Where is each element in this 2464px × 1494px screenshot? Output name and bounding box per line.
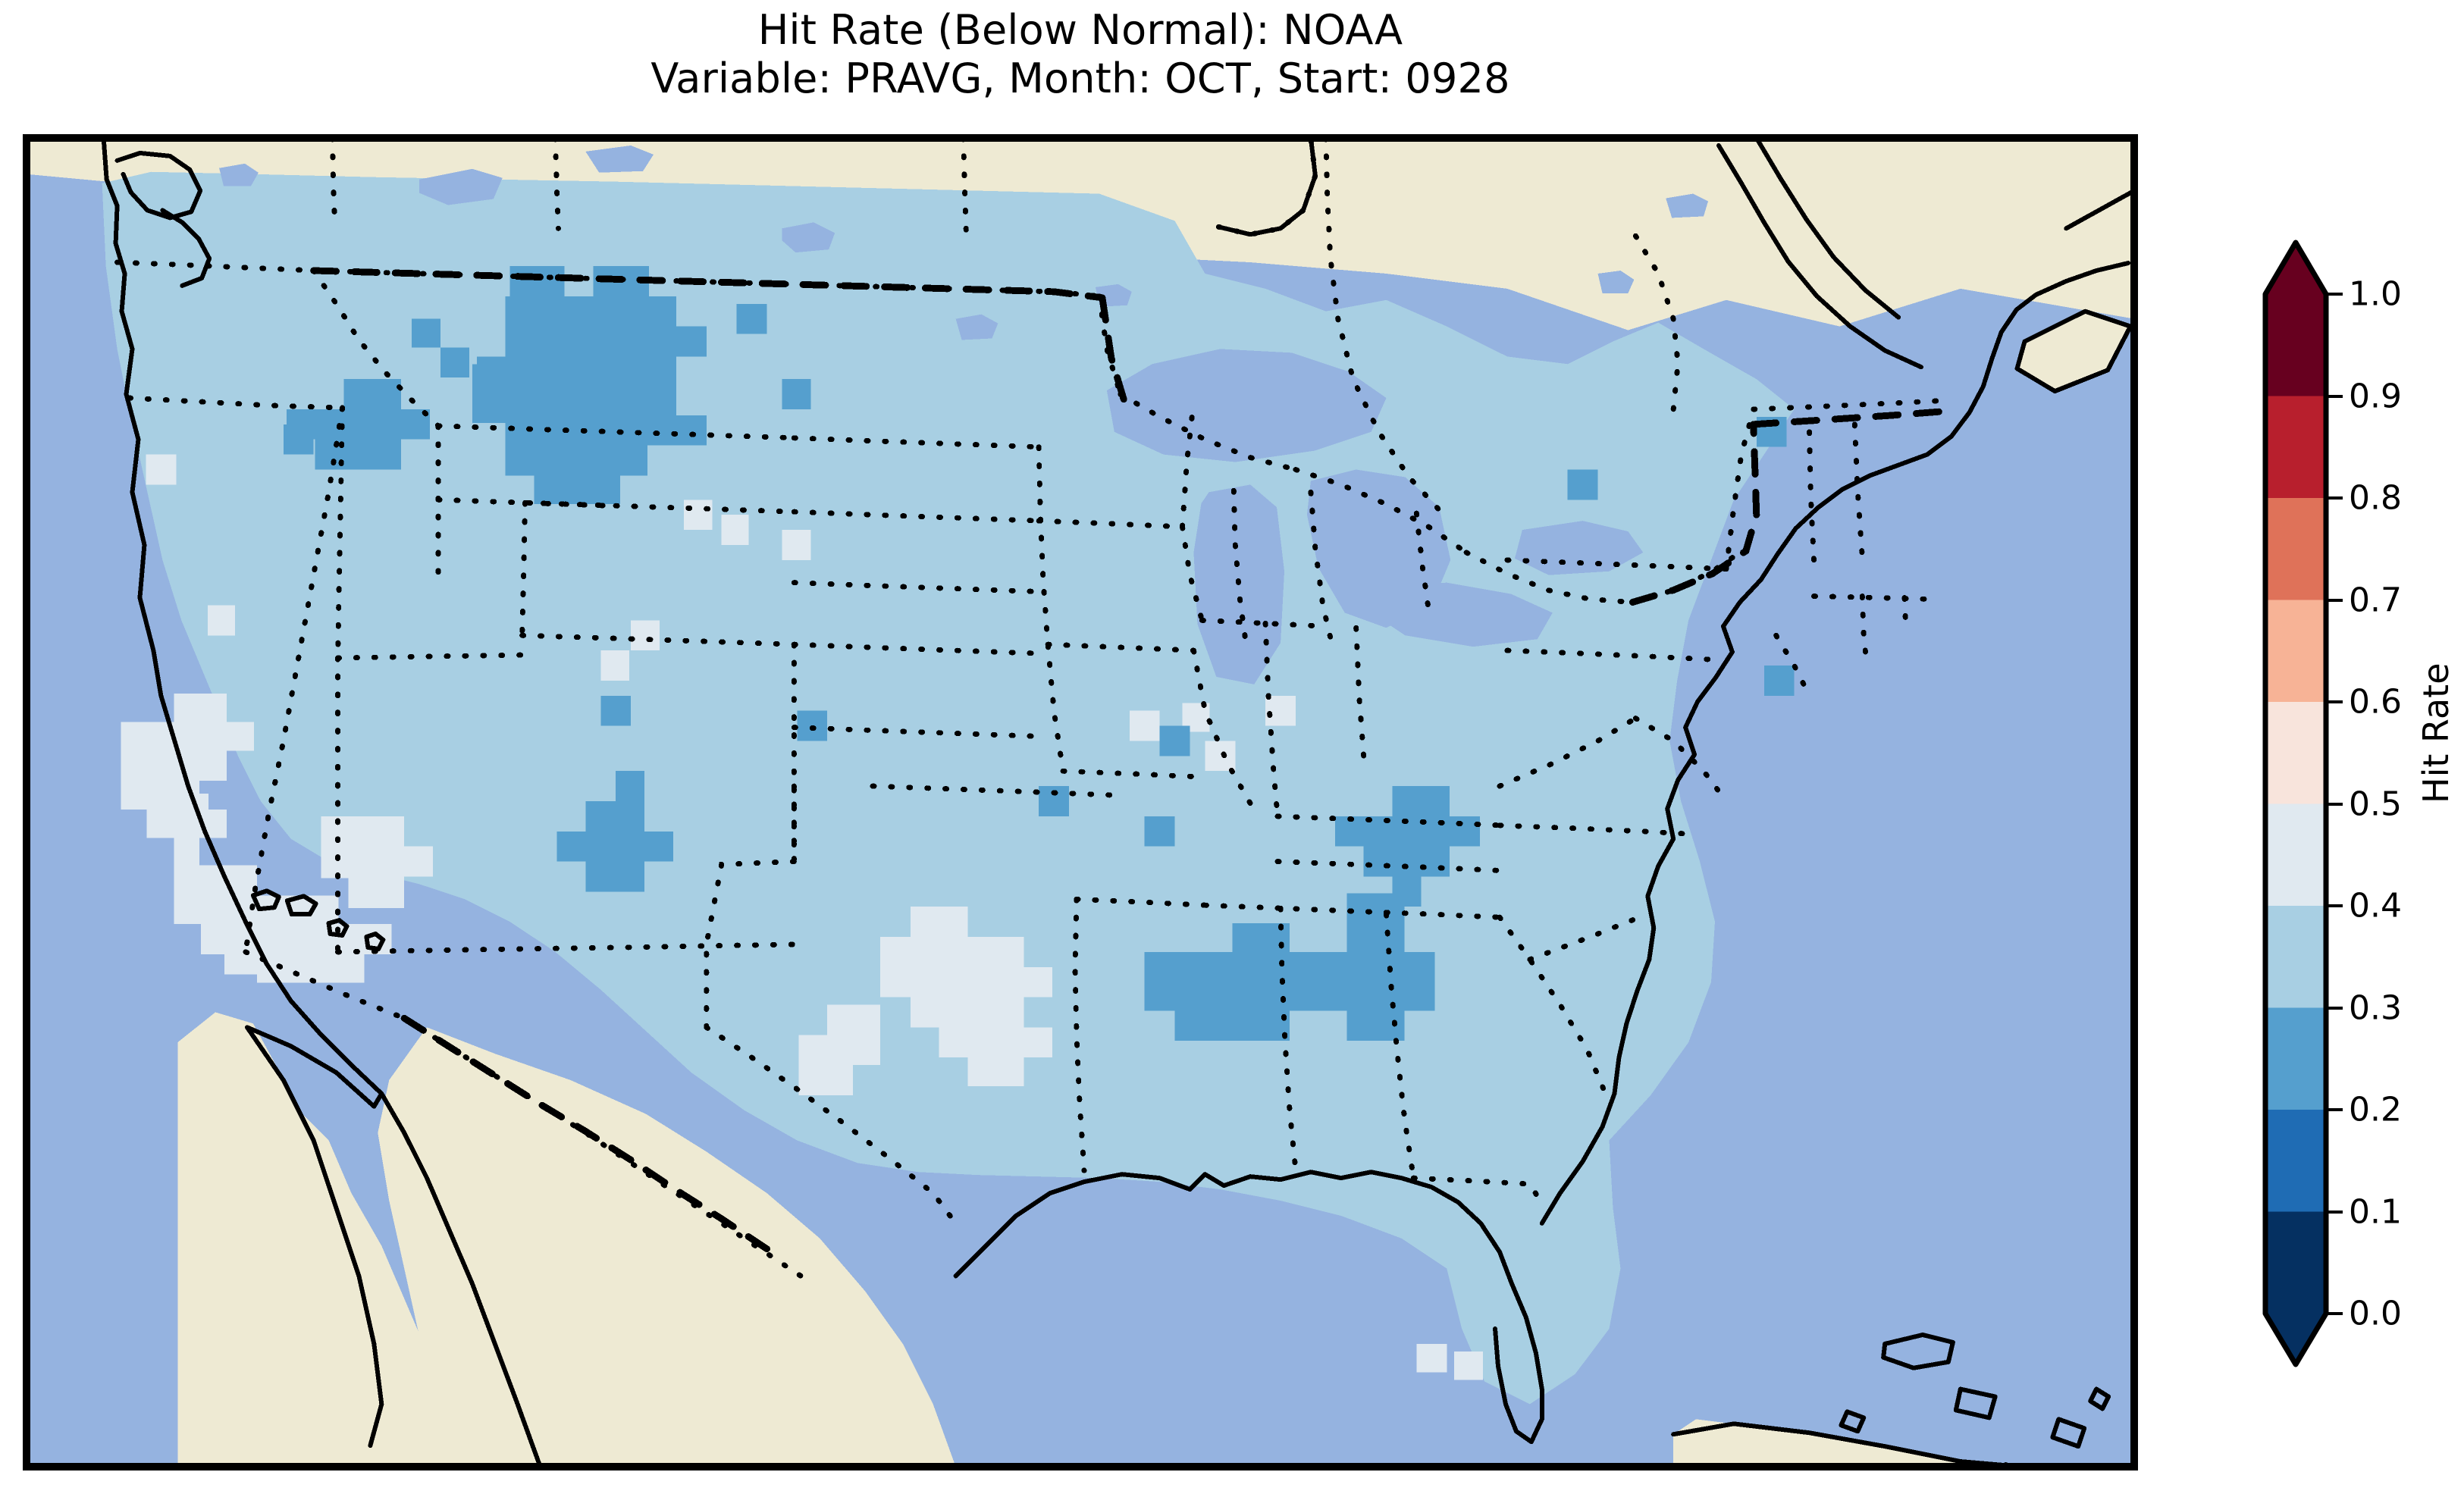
colorbar-tick-mark	[2326, 496, 2343, 500]
colorbar-tick-label: 0.1	[2349, 1192, 2402, 1231]
national-border-layer	[310, 267, 1955, 1253]
colorbar-tick-mark	[2326, 802, 2343, 806]
colorbar-tick-mark	[2326, 293, 2343, 296]
figure-title: Hit Rate (Below Normal): NOAA Variable: …	[0, 6, 2161, 102]
colorbar-tick-mark	[2326, 1006, 2343, 1010]
colorbar-tick-mark	[2326, 1108, 2343, 1111]
title-line-primary: Hit Rate (Below Normal): NOAA	[757, 6, 1403, 54]
colorbar-bin	[2265, 1211, 2326, 1314]
colorbar-tick-label: 0.9	[2349, 377, 2402, 415]
colorbar-bins	[2265, 294, 2326, 1314]
colorbar-tick-mark	[2326, 1210, 2343, 1214]
colorbar-bin	[2265, 396, 2326, 499]
colorbar-tick-label: 0.2	[2349, 1090, 2402, 1129]
state-border-layer	[114, 138, 1952, 1286]
colorbar-tick-label: 1.0	[2349, 274, 2402, 314]
colorbar-under-arrow	[2265, 1314, 2326, 1364]
colorbar-tick-mark	[2326, 904, 2343, 907]
map-frame	[27, 138, 2134, 1467]
colorbar-tick-label: 0.5	[2349, 785, 2402, 823]
colorbar-bin	[2265, 600, 2326, 703]
title-line-secondary: Variable: PRAVG, Month: OCT, Start: 0928	[650, 54, 1510, 102]
colorbar-bin	[2265, 803, 2326, 907]
colorbar-svg	[2262, 240, 2329, 1367]
colorbar-tick-mark	[2326, 700, 2343, 703]
colorbar-tick-label: 0.6	[2349, 682, 2402, 722]
colorbar-tick-label: 0.8	[2349, 478, 2402, 518]
colorbar-bin	[2265, 906, 2326, 1009]
colorbar-tick-label: 0.4	[2349, 886, 2402, 926]
map-svg	[27, 138, 2134, 1467]
coastline-layer	[101, 138, 2134, 1467]
colorbar-axis-label: Hit Rate	[2415, 662, 2456, 803]
colorbar-tick-mark	[2326, 598, 2343, 602]
map-heatmap-canvas	[27, 138, 2134, 1467]
colorbar-bin	[2265, 702, 2326, 805]
data-bin-0.4-0.5	[121, 454, 1484, 1380]
colorbar-tick-label: 0.0	[2349, 1294, 2402, 1333]
colorbar-bin	[2265, 498, 2326, 601]
colorbar-tick-mark	[2326, 1312, 2343, 1315]
colorbar-over-arrow	[2265, 243, 2326, 294]
map-axes	[23, 134, 2138, 1471]
colorbar-bin	[2265, 1110, 2326, 1213]
colorbar-bin	[2265, 294, 2326, 397]
colorbar	[2262, 240, 2329, 1367]
colorbar-tick-label: 0.3	[2349, 988, 2402, 1027]
colorbar-bin	[2265, 1007, 2326, 1110]
colorbar-tick-label: 0.7	[2349, 581, 2402, 619]
colorbar-tick-mark	[2326, 394, 2343, 398]
